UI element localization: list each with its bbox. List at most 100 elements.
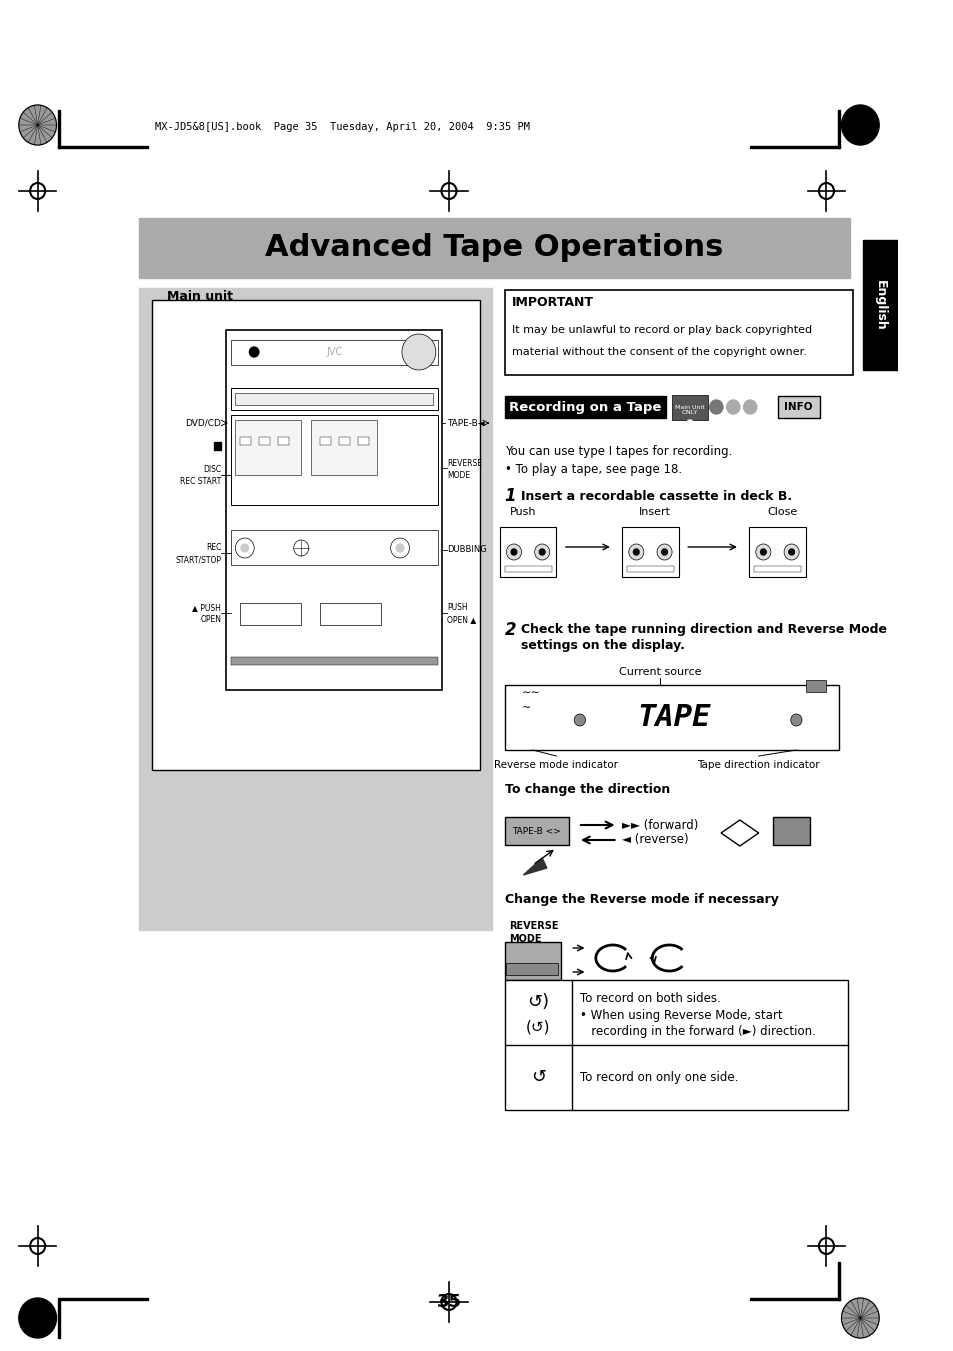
Text: Close: Close — [766, 507, 797, 517]
Text: TAPE-B <>: TAPE-B <> — [512, 827, 560, 835]
Polygon shape — [523, 858, 546, 875]
Text: To record on both sides.: To record on both sides. — [579, 992, 720, 1005]
Text: REC START: REC START — [180, 477, 221, 486]
Text: REVERSE: REVERSE — [509, 921, 558, 931]
Circle shape — [511, 549, 517, 555]
Text: OPEN: OPEN — [200, 616, 221, 624]
Text: DUBBING: DUBBING — [447, 546, 486, 554]
Bar — [277, 436, 289, 444]
Bar — [139, 218, 849, 278]
Bar — [504, 290, 852, 376]
Bar — [258, 436, 270, 444]
Text: To record on only one side.: To record on only one side. — [579, 1070, 738, 1084]
Bar — [837, 109, 839, 149]
Text: settings on the display.: settings on the display. — [521, 639, 684, 653]
Text: IMPORTANT: IMPORTANT — [512, 296, 594, 308]
Circle shape — [390, 538, 409, 558]
Bar — [139, 288, 492, 929]
Circle shape — [538, 549, 544, 555]
Bar — [152, 300, 479, 770]
Bar — [58, 1298, 148, 1300]
Circle shape — [742, 400, 756, 413]
Text: ►► (forward): ►► (forward) — [621, 819, 698, 831]
Bar — [504, 979, 847, 1111]
Text: recording in the forward (►) direction.: recording in the forward (►) direction. — [579, 1025, 815, 1039]
Bar — [506, 963, 558, 975]
Circle shape — [726, 400, 740, 413]
Circle shape — [841, 1298, 879, 1337]
Text: TAPE: TAPE — [637, 703, 710, 732]
Circle shape — [790, 713, 801, 725]
Text: MODE: MODE — [447, 470, 470, 480]
Text: ∼∼: ∼∼ — [521, 688, 539, 698]
Bar — [231, 340, 437, 365]
Text: Advanced Tape Operations: Advanced Tape Operations — [265, 234, 722, 262]
Polygon shape — [720, 820, 758, 846]
Circle shape — [294, 540, 309, 557]
Text: Insert a recordable cassette in deck B.: Insert a recordable cassette in deck B. — [521, 489, 792, 503]
Text: To change the direction: To change the direction — [504, 784, 669, 797]
Circle shape — [709, 400, 722, 413]
Circle shape — [235, 538, 253, 558]
Circle shape — [628, 544, 643, 561]
Bar — [235, 420, 301, 476]
Text: Insert: Insert — [639, 507, 671, 517]
Text: DISC: DISC — [203, 466, 221, 474]
Text: ~: ~ — [521, 703, 530, 713]
Bar — [58, 109, 60, 149]
Bar — [504, 942, 560, 979]
Text: You can use type I tapes for recording.: You can use type I tapes for recording. — [504, 446, 731, 458]
Text: 2: 2 — [504, 621, 516, 639]
Text: Tape direction indicator: Tape direction indicator — [697, 761, 820, 770]
Text: • To play a tape, see page 18.: • To play a tape, see page 18. — [504, 463, 681, 477]
Bar — [231, 530, 437, 565]
Circle shape — [657, 544, 671, 561]
Text: ↺): ↺) — [527, 993, 549, 1011]
Bar — [504, 566, 551, 571]
Text: (↺): (↺) — [526, 1020, 550, 1035]
Text: TAPE-B◄: TAPE-B◄ — [447, 419, 484, 427]
Text: JVC: JVC — [326, 347, 342, 357]
Bar — [748, 527, 805, 577]
Bar — [626, 566, 673, 571]
Bar — [504, 396, 666, 417]
Text: Current source: Current source — [618, 667, 700, 677]
Text: ▲ PUSH: ▲ PUSH — [193, 604, 221, 612]
Text: START/STOP: START/STOP — [175, 555, 221, 565]
Circle shape — [506, 544, 521, 561]
Bar — [58, 1300, 60, 1337]
Bar — [837, 1262, 839, 1300]
Bar — [504, 685, 838, 750]
Bar — [504, 817, 568, 844]
Text: Check the tape running direction and Reverse Mode: Check the tape running direction and Rev… — [521, 624, 886, 636]
Circle shape — [534, 544, 549, 561]
Bar — [338, 436, 350, 444]
Text: REC: REC — [206, 543, 221, 553]
Circle shape — [788, 549, 794, 555]
Bar — [862, 240, 897, 370]
Circle shape — [755, 544, 770, 561]
Bar — [231, 415, 437, 505]
Circle shape — [19, 1298, 56, 1337]
Circle shape — [241, 544, 248, 553]
Circle shape — [395, 544, 403, 553]
Bar — [240, 436, 251, 444]
Circle shape — [841, 105, 879, 145]
Text: English: English — [873, 280, 885, 331]
Bar — [357, 436, 369, 444]
Text: • When using Reverse Mode, start: • When using Reverse Mode, start — [579, 1009, 781, 1023]
Text: 35: 35 — [436, 1293, 461, 1310]
Text: MX-JD5&8[US].book  Page 35  Tuesday, April 20, 2004  9:35 PM: MX-JD5&8[US].book Page 35 Tuesday, April… — [155, 122, 530, 132]
Bar — [749, 146, 839, 149]
Bar — [311, 420, 376, 476]
Text: OPEN ▲: OPEN ▲ — [447, 616, 476, 624]
Bar — [621, 527, 678, 577]
Bar — [319, 603, 381, 626]
Bar — [231, 657, 437, 665]
Text: Push: Push — [510, 507, 536, 517]
Circle shape — [19, 105, 56, 145]
Circle shape — [633, 549, 639, 555]
Text: 1: 1 — [504, 486, 516, 505]
Text: Main Unit
ONLY: Main Unit ONLY — [675, 404, 704, 415]
Circle shape — [574, 713, 585, 725]
